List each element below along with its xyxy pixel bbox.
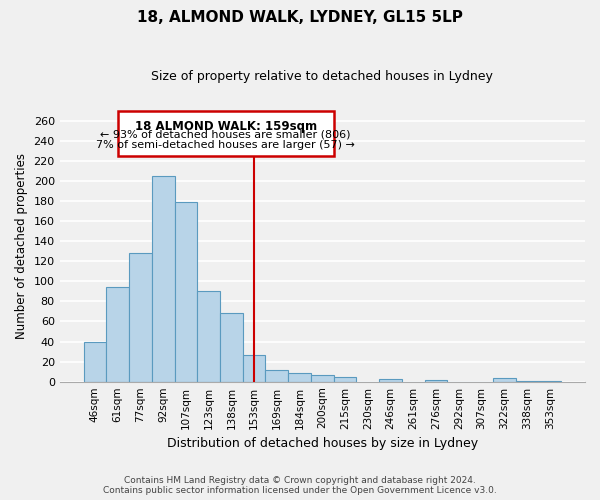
Bar xyxy=(175,202,197,382)
Title: Size of property relative to detached houses in Lydney: Size of property relative to detached ho… xyxy=(151,70,493,83)
Bar xyxy=(311,374,334,382)
Bar xyxy=(129,253,152,382)
Text: 7% of semi-detached houses are larger (57) →: 7% of semi-detached houses are larger (5… xyxy=(96,140,355,149)
Bar xyxy=(243,354,265,382)
Bar xyxy=(515,380,538,382)
FancyBboxPatch shape xyxy=(118,110,334,156)
Bar xyxy=(334,376,356,382)
Bar xyxy=(197,292,220,382)
Bar xyxy=(493,378,515,382)
Bar xyxy=(265,370,288,382)
Text: 18 ALMOND WALK: 159sqm: 18 ALMOND WALK: 159sqm xyxy=(134,120,317,132)
Bar xyxy=(288,372,311,382)
Bar xyxy=(106,288,129,382)
Bar xyxy=(152,176,175,382)
Text: 18, ALMOND WALK, LYDNEY, GL15 5LP: 18, ALMOND WALK, LYDNEY, GL15 5LP xyxy=(137,10,463,25)
Bar xyxy=(379,378,402,382)
Text: ← 93% of detached houses are smaller (806): ← 93% of detached houses are smaller (80… xyxy=(100,130,351,140)
Bar xyxy=(83,342,106,382)
Bar xyxy=(220,314,243,382)
Text: Contains HM Land Registry data © Crown copyright and database right 2024.
Contai: Contains HM Land Registry data © Crown c… xyxy=(103,476,497,495)
X-axis label: Distribution of detached houses by size in Lydney: Distribution of detached houses by size … xyxy=(167,437,478,450)
Y-axis label: Number of detached properties: Number of detached properties xyxy=(15,153,28,339)
Bar xyxy=(538,380,561,382)
Bar xyxy=(425,380,448,382)
